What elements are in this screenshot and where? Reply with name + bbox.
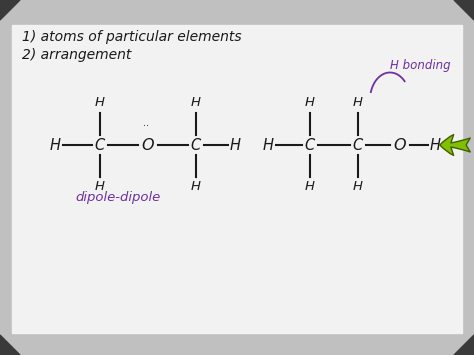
Polygon shape [454,0,474,20]
Text: H: H [429,137,440,153]
Text: H: H [305,180,315,193]
Text: 1) atoms of particular elements: 1) atoms of particular elements [22,30,242,44]
Text: O: O [394,137,406,153]
Text: H: H [353,97,363,109]
Text: C: C [305,137,315,153]
Polygon shape [0,335,20,355]
Text: 2) arrangement: 2) arrangement [22,48,131,62]
Text: H: H [353,180,363,193]
Polygon shape [0,0,20,20]
Text: H: H [95,180,105,193]
Bar [12,25,462,333]
Text: H: H [49,137,61,153]
Polygon shape [454,335,474,355]
Text: H: H [191,180,201,193]
Text: C: C [95,137,105,153]
Text: H: H [191,97,201,109]
Text: H bonding: H bonding [390,59,451,71]
Bar [462,0,474,355]
Text: H: H [263,137,273,153]
Bar [0,0,474,25]
Text: C: C [191,137,201,153]
Text: C: C [353,137,363,153]
Text: H: H [229,137,240,153]
Text: O: O [142,137,155,153]
Text: ··: ·· [144,121,153,131]
Text: H: H [305,97,315,109]
Bar [0,0,12,355]
Text: dipole-dipole: dipole-dipole [75,191,160,203]
Bar [0,333,474,355]
Text: H: H [95,97,105,109]
